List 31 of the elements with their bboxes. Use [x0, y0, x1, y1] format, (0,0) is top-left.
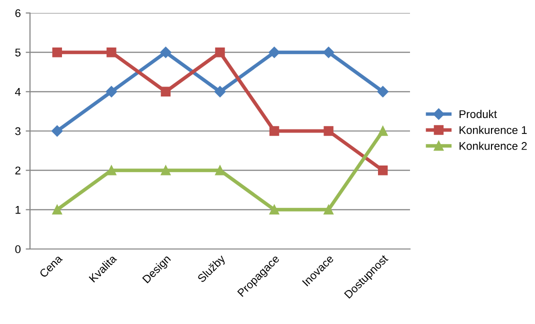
point — [160, 165, 171, 176]
point — [214, 86, 226, 98]
point — [215, 47, 225, 58]
point — [324, 126, 334, 136]
y-tick-label: 3 — [15, 127, 20, 136]
legend-label: Produkt — [460, 110, 497, 118]
point — [52, 47, 62, 58]
point — [160, 46, 172, 58]
point — [215, 165, 225, 176]
point — [160, 86, 171, 97]
point — [52, 204, 62, 215]
y-tick-label: 0 — [15, 245, 21, 254]
point — [378, 165, 388, 176]
point — [377, 86, 388, 98]
y-tick-label: 5 — [15, 48, 21, 56]
y-tick-label: 4 — [15, 88, 21, 96]
y-tick-label: 2 — [15, 166, 20, 174]
point — [322, 46, 334, 58]
legend-label: Konkurence 2 — [460, 142, 527, 150]
point — [269, 204, 280, 215]
point — [52, 125, 63, 137]
point — [378, 126, 388, 136]
y-tick-label: 6 — [15, 9, 20, 18]
y-tick-label: 1 — [16, 206, 20, 214]
point — [106, 165, 116, 176]
legend-label: Konkurence 1 — [460, 126, 527, 134]
point — [269, 126, 280, 136]
point — [268, 46, 280, 58]
point — [324, 204, 334, 215]
point — [106, 86, 118, 98]
point — [106, 47, 116, 58]
